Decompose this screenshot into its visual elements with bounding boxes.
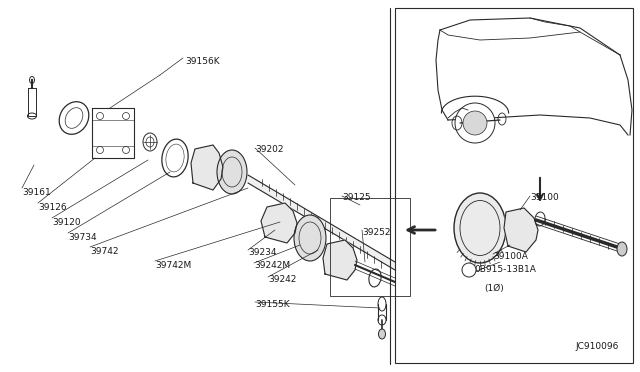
Polygon shape	[323, 240, 357, 280]
Text: 39120: 39120	[52, 218, 81, 227]
Polygon shape	[28, 88, 36, 116]
Circle shape	[463, 111, 487, 135]
Text: 39202: 39202	[255, 145, 284, 154]
Text: 0B915-13B1A: 0B915-13B1A	[474, 266, 536, 275]
Ellipse shape	[217, 150, 247, 194]
Polygon shape	[261, 203, 297, 243]
Text: 39155K: 39155K	[255, 300, 290, 309]
Bar	[395, 8, 633, 363]
Text: 39242: 39242	[268, 275, 296, 284]
Text: 39100A: 39100A	[493, 252, 528, 261]
Circle shape	[455, 103, 495, 143]
Circle shape	[462, 263, 476, 277]
Text: M: M	[465, 267, 472, 273]
Text: 39126: 39126	[38, 203, 67, 212]
Text: 39234: 39234	[248, 248, 276, 257]
Text: 39742M: 39742M	[155, 261, 191, 270]
Ellipse shape	[617, 242, 627, 256]
Text: (1Ø): (1Ø)	[484, 284, 504, 293]
Bar	[330, 198, 410, 296]
Text: 39161: 39161	[22, 188, 51, 197]
Text: 39252: 39252	[362, 228, 390, 237]
Text: 39742: 39742	[90, 247, 118, 256]
Ellipse shape	[454, 193, 506, 263]
Ellipse shape	[378, 329, 385, 339]
Text: JC910096: JC910096	[575, 342, 618, 351]
Text: 39242M: 39242M	[254, 261, 290, 270]
Polygon shape	[504, 208, 538, 252]
Text: 39125: 39125	[342, 193, 371, 202]
Polygon shape	[248, 175, 395, 270]
Ellipse shape	[294, 215, 326, 261]
Text: 39100: 39100	[530, 193, 559, 202]
Text: 39734: 39734	[68, 233, 97, 242]
Polygon shape	[92, 108, 134, 158]
Polygon shape	[191, 145, 223, 190]
Text: 39156K: 39156K	[185, 57, 220, 66]
